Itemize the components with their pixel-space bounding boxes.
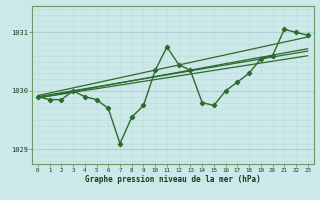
X-axis label: Graphe pression niveau de la mer (hPa): Graphe pression niveau de la mer (hPa) bbox=[85, 175, 261, 184]
